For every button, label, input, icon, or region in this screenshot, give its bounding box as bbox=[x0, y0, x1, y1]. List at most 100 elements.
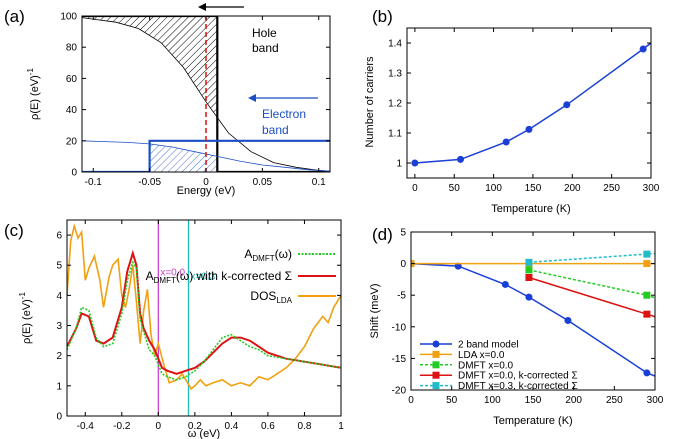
y-tick-label: 1.3 bbox=[388, 69, 402, 80]
legend-label-dos_lda: DOSLDA bbox=[250, 289, 292, 305]
y-ticks-b: 1 1.1 1.2 1.3 1.4 bbox=[388, 39, 651, 170]
data-point-square bbox=[525, 266, 533, 274]
data-point-square bbox=[432, 350, 440, 358]
plot-frame-d bbox=[410, 231, 656, 391]
data-point bbox=[502, 138, 510, 146]
data-point bbox=[639, 45, 647, 53]
x-tick-label: 0 bbox=[203, 177, 209, 188]
x-tick-label: 200 bbox=[564, 183, 581, 194]
data-point bbox=[454, 262, 462, 270]
hole-band-label-2: band bbox=[252, 41, 279, 55]
legend-label-dmft3k: DMFT x=0.3, k-corrected Σ bbox=[458, 381, 578, 392]
data-point bbox=[432, 340, 440, 348]
series-line-dmft3k bbox=[528, 252, 655, 264]
y-ticks-d: -20 -15 -10 -5 0 5 bbox=[392, 228, 655, 397]
x-axis-label-a: Energy (eV) bbox=[177, 185, 236, 197]
series-line-dmft_k bbox=[67, 249, 341, 375]
x-tick-label: 1 bbox=[338, 421, 344, 432]
x-tick-label: 200 bbox=[565, 395, 582, 406]
y-tick-label: 1.1 bbox=[388, 129, 402, 140]
panel-a: (a) -0.1 -0.05 0 0.05 0.1 0 20 40 60 80 100 Energ… bbox=[4, 3, 331, 197]
x-ticks-a: -0.1 -0.05 0 0.05 0.1 bbox=[85, 16, 326, 188]
y-tick-label: 5 bbox=[400, 228, 406, 239]
legend-label-two_band: 2 band model bbox=[458, 340, 519, 351]
data-point bbox=[525, 125, 533, 133]
panel-label-a: (a) bbox=[4, 7, 25, 26]
x-tick-label: 100 bbox=[485, 183, 502, 194]
series-line-dos_lda bbox=[67, 222, 341, 391]
legend-label-dmft0: DMFT x=0.0 bbox=[458, 360, 514, 371]
series-group-d bbox=[411, 250, 655, 377]
x-tick-label: 300 bbox=[647, 395, 664, 406]
doping-lines: x=0.0 x=0.3 bbox=[157, 220, 216, 416]
x-tick-label: 250 bbox=[606, 395, 623, 406]
panel-c: (c) x=0.0 x=0.3 -0.4 -0.2 0 0.2 0.4 0.6 0.8 1 0 1… bbox=[4, 219, 344, 439]
y-tick-label: 1 bbox=[396, 159, 402, 170]
y-axis-label-c: ρ(E) (eV)-1 bbox=[18, 292, 33, 344]
panel-d: (d) 0 50 100 150 200 250 300 -20 -15 -10 -5 0 5 Tem… bbox=[369, 225, 664, 427]
y-tick-label: 1.4 bbox=[388, 39, 402, 50]
y-tick-label: 40 bbox=[66, 105, 78, 116]
y-tick-label: 60 bbox=[66, 74, 78, 85]
plot-frame-c bbox=[66, 219, 342, 417]
x-tick-label: 0 bbox=[408, 395, 414, 406]
x-tick-label: 250 bbox=[603, 183, 620, 194]
data-point-square bbox=[525, 274, 533, 282]
y-tick-label: 80 bbox=[66, 43, 78, 54]
legend-label-lda: LDA x=0.0 bbox=[458, 350, 505, 361]
x-tick-label: 0 bbox=[156, 421, 162, 432]
series-group-c bbox=[67, 222, 341, 391]
y-axis-label-d: Shift (meV) bbox=[369, 283, 381, 338]
y-tick-label: 0 bbox=[71, 168, 77, 179]
y-tick-label: -15 bbox=[392, 354, 407, 365]
doping-label: x=0.0 bbox=[160, 267, 185, 278]
x-ticks-d: 0 50 100 150 200 250 300 bbox=[408, 232, 664, 406]
panel-label-d: (d) bbox=[372, 225, 393, 244]
y-tick-label: 100 bbox=[60, 12, 77, 23]
y-tick-label: -20 bbox=[392, 386, 407, 397]
x-tick-label: -0.1 bbox=[85, 177, 103, 188]
y-tick-label: 20 bbox=[66, 136, 78, 147]
x-tick-label: -0.05 bbox=[138, 177, 161, 188]
x-tick-label: 50 bbox=[446, 395, 458, 406]
panel-b: (b) 0 50 100 150 200 250 300 1 1.1 1.2 1.3 1.4 Tem… bbox=[364, 7, 660, 215]
y-tick-label: -10 bbox=[392, 322, 407, 333]
series-line-two_band bbox=[411, 262, 655, 377]
y-tick-label: 0 bbox=[400, 259, 406, 270]
legend-label-dmft: ADMFT(ω) bbox=[244, 247, 292, 263]
hole-arrow-head bbox=[198, 3, 206, 11]
x-tick-label: 0.6 bbox=[261, 421, 275, 432]
y-tick-label: 2 bbox=[56, 351, 62, 362]
data-point bbox=[564, 316, 572, 324]
series-line-electron_step bbox=[82, 139, 330, 172]
x-axis-label-c: ω (eV) bbox=[188, 428, 220, 439]
data-point-square bbox=[432, 361, 440, 369]
x-tick-label: 0.2 bbox=[188, 421, 202, 432]
data-point-square bbox=[643, 260, 651, 268]
x-tick-label: 0.05 bbox=[253, 177, 273, 188]
electron-arrow-head bbox=[248, 94, 256, 102]
data-point bbox=[643, 369, 651, 377]
data-point bbox=[501, 280, 509, 288]
x-tick-label: 100 bbox=[484, 395, 501, 406]
x-tick-label: -0.2 bbox=[113, 421, 131, 432]
x-tick-label: 0.8 bbox=[298, 421, 312, 432]
x-axis-label-b: Temperature (K) bbox=[491, 203, 570, 215]
data-point-square bbox=[432, 382, 440, 390]
y-tick-label: 5 bbox=[56, 261, 62, 272]
series-line-dmft0k bbox=[528, 276, 655, 318]
legend-c: ADMFT(ω) ADMFT(ω) with k-corrected Σ DOSLD… bbox=[146, 247, 336, 305]
data-point bbox=[563, 101, 571, 109]
data-point-square bbox=[432, 371, 440, 379]
y-axis-label-b: Number of carriers bbox=[364, 56, 376, 148]
data-point bbox=[411, 159, 419, 167]
data-point-square bbox=[643, 250, 651, 258]
hole-hatched-area bbox=[82, 16, 218, 118]
legend-label-dmft_k: ADMFT(ω) with k-corrected Σ bbox=[146, 269, 292, 285]
electron-band-label-1: Electron bbox=[262, 107, 306, 121]
y-ticks-c: 0 1 2 3 4 5 6 bbox=[56, 231, 341, 423]
series-line-carriers bbox=[414, 42, 651, 164]
y-tick-label: 3 bbox=[56, 321, 62, 332]
doping-label: x=0.3 bbox=[190, 271, 215, 282]
